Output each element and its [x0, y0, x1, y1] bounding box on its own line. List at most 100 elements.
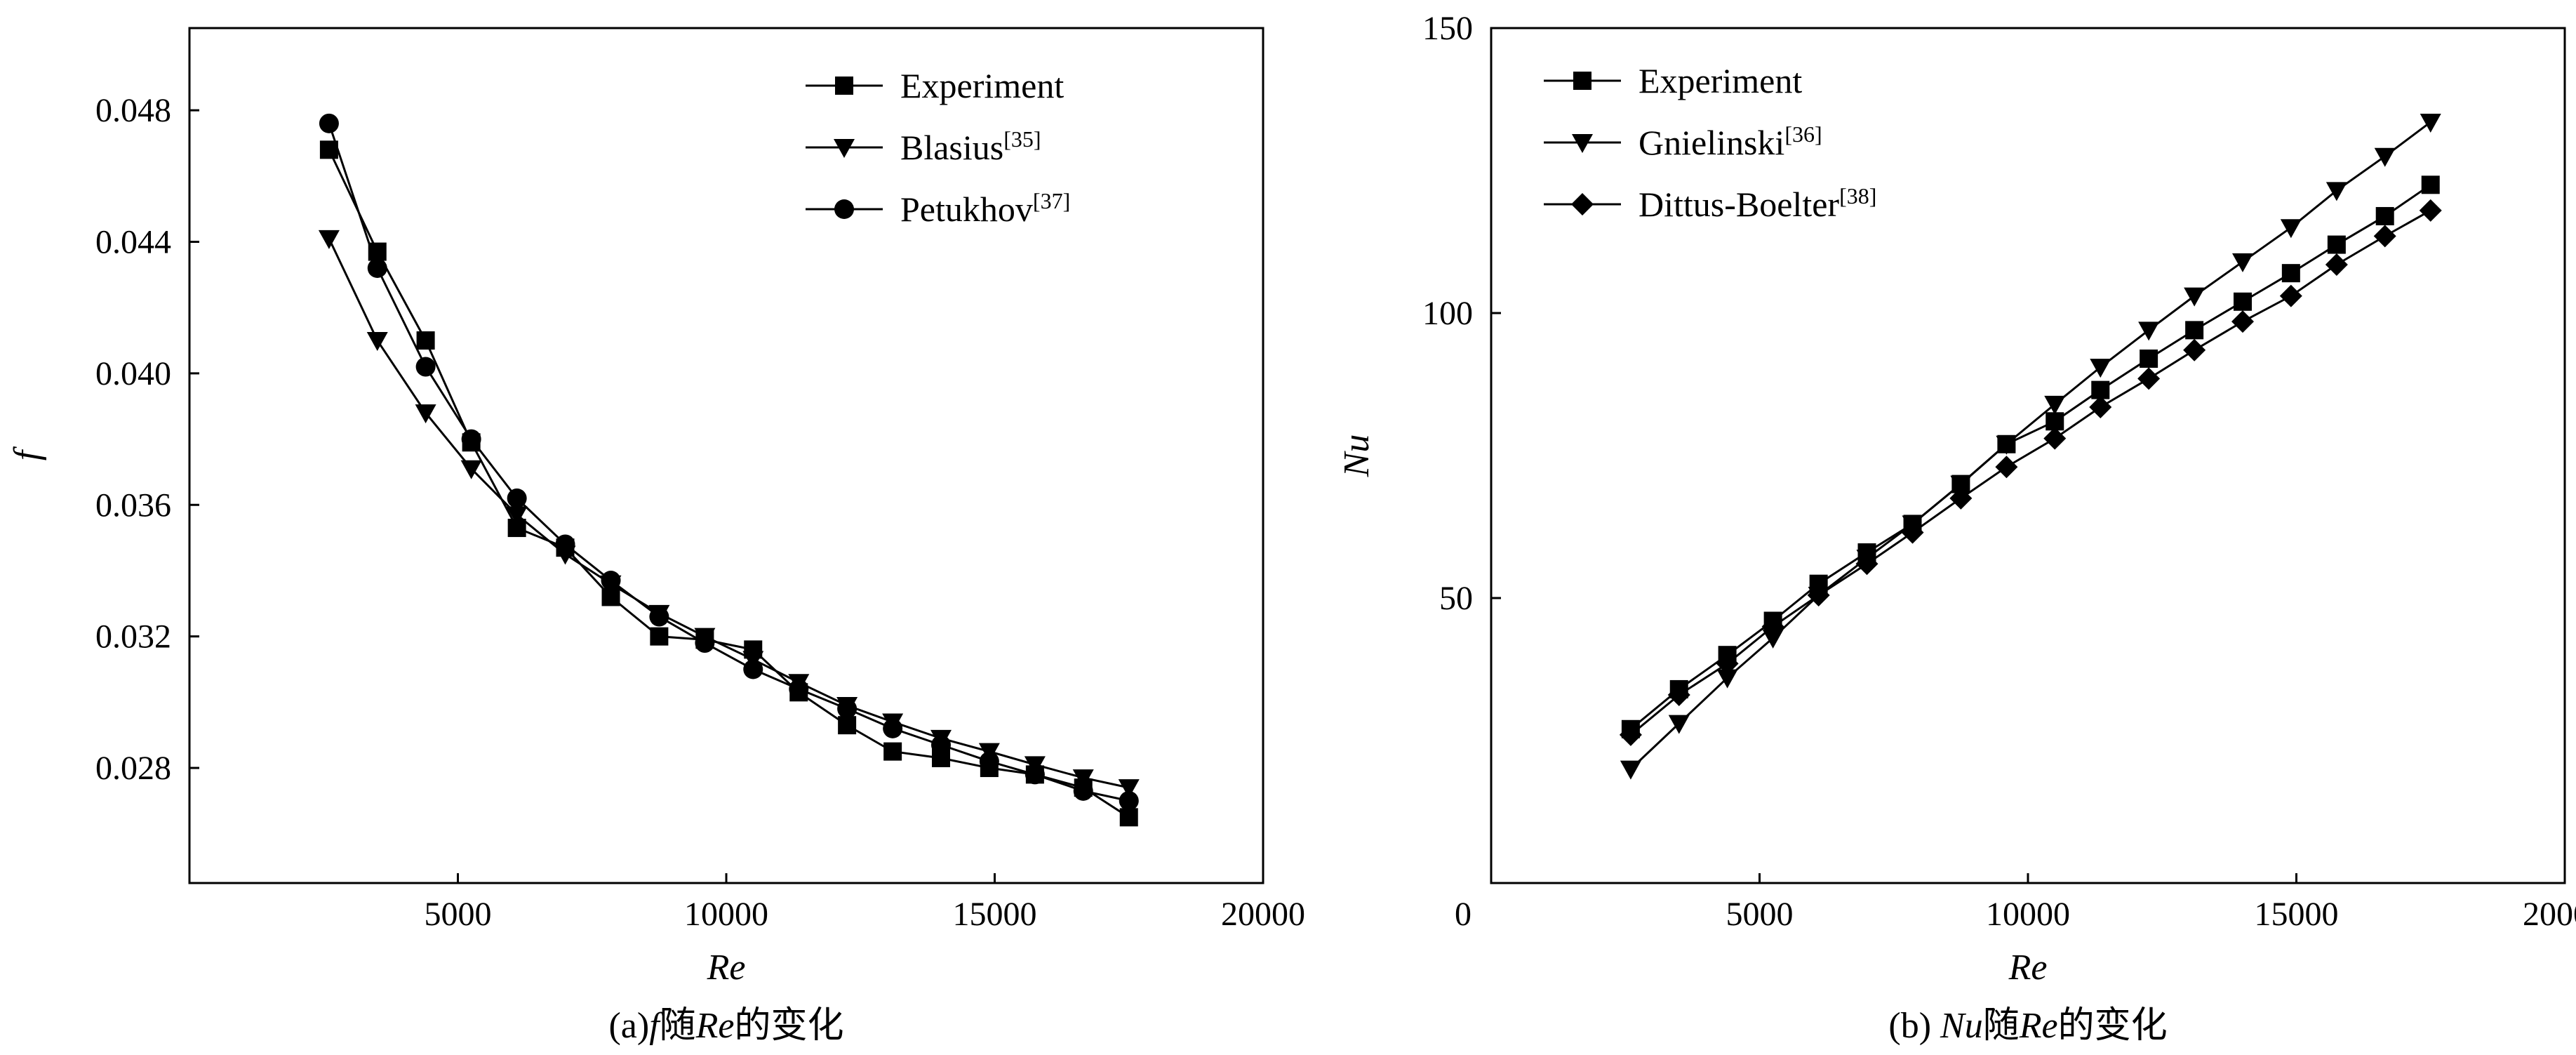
- point-b-dittus-boelter-16: [2373, 225, 2396, 248]
- x-tick-label-b-1: 5000: [1726, 896, 1794, 933]
- point-b-dittus-boelter-2: [1716, 652, 1739, 675]
- y-tick-label-a-4: 0.044: [95, 224, 171, 261]
- point-b-dittus-boelter-17: [2419, 199, 2442, 222]
- point-b-gnielinski-10: [2090, 359, 2111, 378]
- caption-a-prefix: (a): [608, 1006, 649, 1046]
- point-b-dittus-boelter-5: [1855, 552, 1878, 576]
- plot-frame-a: [188, 27, 1264, 884]
- legend-b: ExperimentGnielinski[36]Dittus-Boelter[3…: [1544, 61, 1876, 224]
- legend-name-a-2: Petukhov: [900, 190, 1033, 229]
- point-b-gnielinski-14: [2280, 219, 2302, 239]
- point-a-petukhov-1: [367, 258, 387, 278]
- x-axis-label-b: Re: [2008, 948, 2048, 988]
- point-b-experiment-17: [2421, 175, 2440, 194]
- x-tick-label-b-2: 10000: [1986, 896, 2070, 933]
- panel-b: 0 5000 10000 15000 20000 50 100 150 Experiment…: [1337, 10, 2576, 1046]
- point-b-dittus-boelter-7: [1949, 486, 1973, 510]
- point-a-blasius-4: [506, 506, 528, 526]
- caption-a-var2: Re: [695, 1006, 735, 1046]
- y-tick-label-a-2: 0.036: [95, 486, 171, 524]
- y-axis-ticks-a: 0.028 0.032 0.036 0.040 0.044 0.048: [95, 92, 199, 787]
- point-a-petukhov-6: [601, 571, 621, 591]
- point-a-petukhov-16: [1073, 781, 1093, 801]
- point-b-gnielinski-13: [2232, 253, 2253, 272]
- point-b-experiment-13: [2234, 292, 2252, 311]
- point-b-dittus-boelter-6: [1901, 521, 1924, 544]
- point-a-petukhov-4: [507, 488, 527, 508]
- point-b-experiment-15: [2327, 235, 2346, 254]
- legend-label-a-0: Experiment: [900, 66, 1064, 105]
- legend-label-a-1: Blasius[35]: [900, 126, 1041, 167]
- point-b-gnielinski-0: [1620, 760, 1641, 780]
- point-a-blasius-2: [415, 404, 436, 424]
- caption-a: (a)f随Re的变化: [608, 1006, 843, 1046]
- point-a-petukhov-13: [931, 735, 951, 755]
- point-a-blasius-3: [460, 460, 482, 479]
- caption-a-suffix: 的变化: [735, 1006, 844, 1046]
- legend-name-a-1: Blasius: [900, 128, 1003, 167]
- series-line-b-experiment: [1629, 184, 2431, 730]
- point-a-blasius-0: [318, 230, 340, 249]
- point-a-experiment-7: [650, 627, 669, 646]
- legend-a: Experiment Blasius[35] Petukhov[37]: [806, 66, 1070, 229]
- legend-name-b-1: Gnielinski: [1639, 123, 1784, 162]
- point-a-petukhov-7: [649, 606, 669, 627]
- legend-label-b-1: Gnielinski[36]: [1639, 121, 1822, 162]
- legend-label-b-2: Dittus-Boelter[38]: [1639, 183, 1876, 224]
- legend-name-b-2: Dittus-Boelter: [1639, 185, 1839, 224]
- point-b-experiment-16: [2375, 206, 2394, 225]
- series-line-b-dittus-boelter: [1629, 209, 2431, 736]
- point-b-dittus-boelter-8: [1995, 456, 2018, 479]
- legend-name-b-0: Experiment: [1639, 61, 1802, 100]
- point-b-gnielinski-9: [2044, 395, 2066, 415]
- y-tick-label-a-0: 0.028: [95, 750, 171, 787]
- caption-b-var: Nu: [1940, 1006, 1983, 1046]
- point-b-gnielinski-16: [2374, 147, 2396, 167]
- series-line-a-blasius: [328, 238, 1130, 789]
- x-tick-label-a-1: 10000: [684, 896, 768, 933]
- legend-marker-b-2: [1571, 193, 1594, 215]
- point-b-dittus-boelter-3: [1761, 615, 1784, 638]
- point-b-gnielinski-1: [1668, 715, 1690, 734]
- legend-ref-a-1: [35]: [1003, 126, 1041, 152]
- legend-ref-b-1: [36]: [1784, 121, 1822, 147]
- y-tick-label-b-2: 150: [1422, 10, 1473, 47]
- x-tick-label-b-3: 15000: [2255, 896, 2339, 933]
- caption-b: (b) Nu随Re的变化: [1888, 1006, 2167, 1046]
- point-a-petukhov-12: [883, 718, 903, 738]
- y-axis-label-a: f: [7, 446, 47, 460]
- x-tick-label-a-3: 20000: [1221, 896, 1305, 933]
- series-line-a-experiment: [328, 149, 1130, 818]
- point-b-dittus-boelter-14: [2279, 284, 2302, 307]
- point-a-experiment-17: [1119, 808, 1138, 827]
- y-axis-ticks-b: 50 100 150: [1422, 10, 1501, 617]
- legend-marker-a-2: [834, 199, 854, 219]
- caption-b-mid: 随: [1983, 1006, 2020, 1046]
- point-b-experiment-12: [2185, 321, 2204, 340]
- point-a-experiment-11: [838, 716, 857, 735]
- point-b-dittus-boelter-4: [1807, 583, 1830, 606]
- legend-marker-b-1: [1572, 134, 1593, 153]
- panel-a: 5000 10000 15000 20000 0.028 0.032 0.036 0.040…: [7, 27, 1305, 1046]
- point-b-experiment-14: [2281, 264, 2300, 283]
- point-b-dittus-boelter-12: [2183, 338, 2206, 361]
- y-tick-label-a-3: 0.040: [95, 355, 171, 392]
- point-a-experiment-2: [416, 331, 435, 350]
- caption-b-suffix: 的变化: [2058, 1006, 2168, 1046]
- point-a-petukhov-11: [837, 698, 857, 719]
- point-b-dittus-boelter-1: [1667, 684, 1690, 707]
- point-a-experiment-12: [883, 742, 902, 761]
- y-tick-label-b-1: 100: [1422, 295, 1473, 332]
- legend-name-a-0: Experiment: [900, 66, 1064, 105]
- legend-label-a-2: Petukhov[37]: [900, 188, 1070, 229]
- x-axis-label-a: Re: [707, 948, 746, 988]
- x-tick-label-b-0: 0: [1455, 896, 1471, 933]
- point-a-petukhov-5: [555, 534, 575, 555]
- point-b-gnielinski-12: [2184, 287, 2205, 307]
- point-a-petukhov-8: [695, 633, 715, 653]
- point-a-blasius-17: [1118, 779, 1140, 799]
- legend-ref-a-2: [37]: [1033, 188, 1070, 213]
- legend-marker-b-0: [1573, 72, 1591, 90]
- x-axis-ticks-a: 5000 10000 15000 20000: [425, 873, 1305, 933]
